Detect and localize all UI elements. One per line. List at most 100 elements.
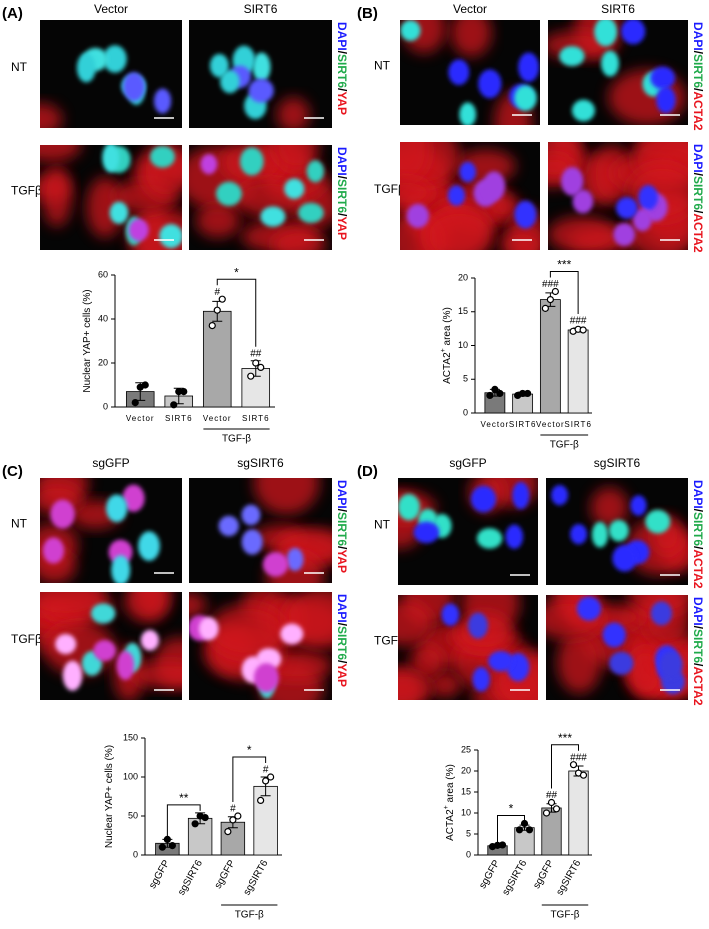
nucleus <box>42 537 65 564</box>
x-tick-label: SIRT6 <box>165 414 193 423</box>
y-tick-label: 20 <box>458 272 468 282</box>
y-tick-label: 100 <box>123 771 138 781</box>
bracket <box>166 804 201 838</box>
micrograph <box>546 478 688 585</box>
y-tick-label: 5 <box>463 374 468 384</box>
micrograph <box>400 20 540 125</box>
stain-part: DAPI <box>691 597 705 626</box>
nucleus <box>448 59 470 86</box>
panel-label: (D) <box>357 463 378 480</box>
bracket <box>549 271 579 314</box>
nucleus <box>284 178 305 200</box>
cytoplasm <box>208 603 287 658</box>
significance-label: # <box>214 287 220 298</box>
nucleus <box>591 521 609 548</box>
micrograph <box>546 595 688 700</box>
data-point <box>569 761 578 769</box>
data-point <box>141 381 149 389</box>
nucleus <box>218 515 239 537</box>
nucleus <box>602 622 626 648</box>
stain-part: / <box>335 623 349 627</box>
cytoplasm <box>590 487 629 528</box>
cytoplasm <box>398 600 433 646</box>
bracket-label: *** <box>557 258 571 272</box>
data-point <box>229 816 237 824</box>
stain-part: SIRT6 <box>691 54 705 88</box>
x-tick-label: Vector <box>203 414 232 423</box>
group-label: TGF-β <box>550 440 579 451</box>
bracket-label: * <box>234 265 239 279</box>
y-tick-label: 150 <box>123 732 138 742</box>
panel-label: (B) <box>357 5 378 22</box>
data-point <box>257 796 265 805</box>
nucleus <box>594 20 618 47</box>
image-content <box>209 45 324 128</box>
cytoplasm <box>130 661 182 689</box>
x-tick-label: Vector <box>126 414 155 423</box>
stain-part: / <box>335 660 349 664</box>
significance-label: ## <box>546 790 558 801</box>
stain-part: / <box>691 546 705 550</box>
nucleus <box>601 50 620 77</box>
data-point <box>486 391 494 400</box>
nucleus <box>260 206 286 227</box>
micrograph <box>40 592 182 700</box>
stain-part: / <box>691 509 705 513</box>
row-label: NT <box>11 60 28 74</box>
cytoplasm <box>40 103 63 128</box>
nucleus <box>615 197 638 219</box>
nucleus <box>638 185 659 211</box>
cytoplasm <box>86 176 124 238</box>
cytoplasm <box>195 204 241 238</box>
nucleus <box>62 660 83 691</box>
data-point <box>180 388 188 396</box>
y-label-part: area (%) <box>445 764 456 805</box>
bracket-label: *** <box>558 731 572 745</box>
nucleus <box>280 623 304 645</box>
nucleus <box>200 154 218 175</box>
nucleus <box>447 185 466 206</box>
column-label: Vector <box>453 2 487 16</box>
image-content <box>189 592 332 700</box>
nucleus <box>198 617 219 641</box>
nucleus <box>559 46 585 67</box>
significance-label: # <box>230 804 236 815</box>
column-label: SIRT6 <box>601 2 635 16</box>
micrograph <box>548 20 688 125</box>
x-tick-label: sgGFP <box>477 858 502 891</box>
y-tick-label: 60 <box>98 269 108 279</box>
bracket <box>497 815 525 843</box>
y-tick-label: 10 <box>458 340 468 350</box>
cytoplasm <box>430 671 461 698</box>
y-label-part: Nuclear YAP+ cells (%) <box>82 289 93 392</box>
data-point <box>168 842 176 850</box>
cytoplasm <box>40 145 82 162</box>
group-label: TGF-β <box>235 910 264 921</box>
data-point <box>551 287 559 296</box>
y-axis-label: ACTA2+ area (%) <box>440 307 452 384</box>
stain-part: DAPI <box>691 144 705 173</box>
stain-label: DAPI/SIRT6/ACTA2 <box>691 22 705 131</box>
nucleus <box>472 667 490 692</box>
x-tick-label: sgGFP <box>531 858 556 891</box>
stain-part: SIRT6 <box>335 54 349 88</box>
nucleus <box>613 222 636 247</box>
bar <box>202 310 232 408</box>
data-point <box>208 322 216 330</box>
bar <box>567 329 589 414</box>
image-content <box>398 595 538 700</box>
data-point <box>524 389 532 398</box>
micrograph <box>189 20 332 128</box>
nucleus <box>76 53 96 83</box>
cytoplasm <box>450 20 492 57</box>
nucleus <box>140 629 159 651</box>
micrograph <box>400 142 540 250</box>
nucleus <box>476 528 503 549</box>
stain-part: / <box>335 509 349 513</box>
y-tick-label: 0 <box>133 849 138 859</box>
bar <box>568 770 589 856</box>
row-label: NT <box>374 518 391 532</box>
nucleus <box>632 208 652 232</box>
column-label: Vector <box>94 2 128 16</box>
nucleus <box>576 596 602 621</box>
